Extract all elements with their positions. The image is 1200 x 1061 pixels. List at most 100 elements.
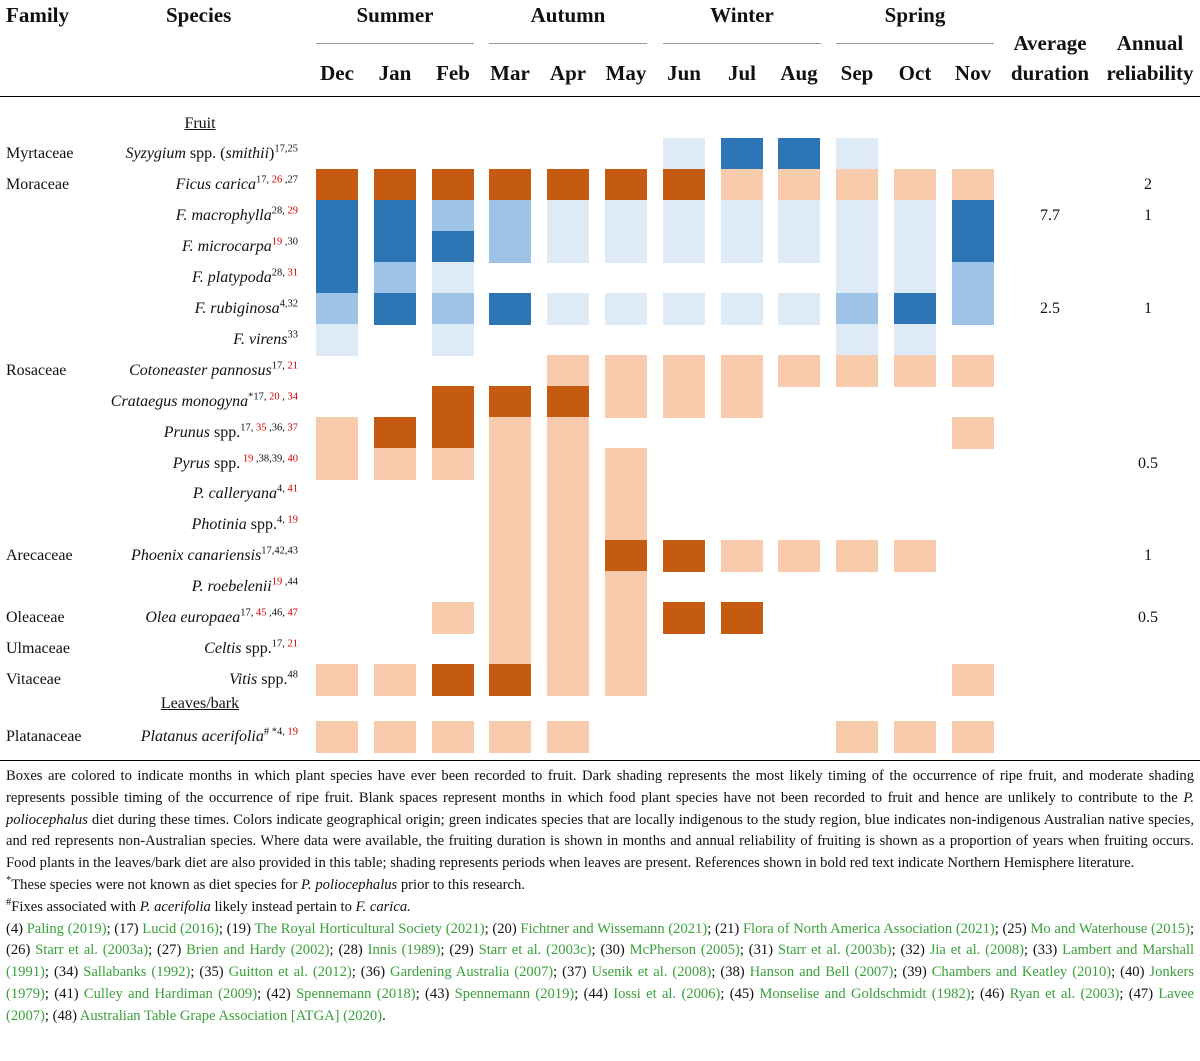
- reference-link[interactable]: Ryan et al. (2003): [1009, 985, 1120, 1002]
- fruit-cell-dec: [316, 721, 358, 753]
- species-reference: 47: [284, 607, 299, 619]
- reference-link[interactable]: Monselise and Goldschmidt (1982): [759, 985, 971, 1002]
- reference-separator: .: [382, 1007, 386, 1024]
- reference-link[interactable]: Starr et al. (2003c): [478, 942, 592, 959]
- reference-link[interactable]: Jia et al. (2008): [929, 942, 1025, 959]
- fruit-cell-oct: [894, 261, 936, 294]
- reference-separator: ;: [1111, 964, 1121, 981]
- fruit-cell-dec: [316, 416, 358, 449]
- fruit-cell-mar: [489, 447, 531, 480]
- reference-separator: ;: [739, 942, 749, 959]
- species-reference: 19: [271, 576, 283, 588]
- species-label: Prunus spp.17, 35 ,36, 37: [0, 422, 298, 442]
- species-label: F. virens33: [0, 330, 298, 349]
- fruit-cell-feb: [432, 721, 474, 753]
- fruit-cell-jun: [663, 540, 705, 573]
- reference-link[interactable]: Chambers and Keatley (2010): [931, 964, 1112, 981]
- reference-number: (20): [492, 920, 521, 937]
- species-reference: ,: [279, 391, 285, 403]
- reference-link[interactable]: Starr et al. (2003a): [35, 942, 149, 959]
- fruit-cell-jan: [374, 416, 416, 449]
- fruit-cell-jun: [663, 602, 705, 635]
- species-reference: 21: [284, 638, 299, 650]
- reference-link[interactable]: Iossi et al. (2006): [613, 985, 721, 1002]
- reference-link[interactable]: The Royal Horticultural Society (2021): [254, 920, 485, 937]
- fruit-cell-oct: [894, 230, 936, 263]
- reference-number: (29): [449, 942, 479, 959]
- reference-link[interactable]: Spennemann (2018): [296, 985, 416, 1002]
- fruit-cell-aug: [778, 230, 820, 263]
- fruit-cell-may: [605, 664, 647, 697]
- reference-number: (30): [600, 942, 630, 959]
- fruit-cell-dec: [316, 199, 358, 232]
- fruit-cell-feb: [432, 664, 474, 697]
- reference-link[interactable]: Usenik et al. (2008): [591, 964, 712, 981]
- fruit-cell-oct: [894, 323, 936, 356]
- reference-link[interactable]: Hanson and Bell (2007): [749, 964, 894, 981]
- fruit-cell-mar: [489, 721, 531, 753]
- reference-separator: ;: [553, 964, 563, 981]
- fruit-cell-jul: [721, 292, 763, 325]
- fruit-cell-aug: [778, 540, 820, 573]
- species-reference: 17,: [240, 607, 254, 619]
- reference-link[interactable]: Mo and Waterhouse (2015): [1030, 920, 1190, 937]
- reference-link[interactable]: Sallabanks (1992): [83, 964, 191, 981]
- fruit-cell-oct: [894, 292, 936, 325]
- species-reference: 4,: [277, 515, 285, 527]
- reference-link[interactable]: Spennemann (2019): [454, 985, 575, 1002]
- month-header-jun: Jun: [667, 61, 701, 85]
- fruit-cell-sep: [836, 138, 878, 170]
- reference-link[interactable]: Culley and Hardiman (2009): [83, 985, 258, 1002]
- species-reference: 17,: [256, 174, 270, 186]
- fruit-cell-apr: [547, 385, 589, 418]
- reference-link[interactable]: Lavee (2007): [6, 985, 1195, 1024]
- fruit-cell-jun: [663, 199, 705, 232]
- species-reference: 4,32: [279, 298, 298, 310]
- reference-link[interactable]: Gardening Australia (2007): [390, 964, 554, 981]
- reference-link[interactable]: Australian Table Grape Association [ATGA…: [79, 1007, 383, 1024]
- species-label: Pyrus spp. 19 ,38,39, 40: [0, 453, 298, 473]
- season-rule-spring: [836, 43, 994, 44]
- annual-reliability-value: 1: [1144, 299, 1152, 317]
- fruit-cell-apr: [547, 354, 589, 387]
- reference-number: (39): [902, 964, 932, 981]
- species-label: F. platypoda28, 31: [0, 268, 298, 287]
- reference-link[interactable]: Guitton et al. (2012): [228, 964, 352, 981]
- species-suffix: spp.: [241, 640, 272, 658]
- fruit-cell-sep: [836, 540, 878, 573]
- reference-link[interactable]: Brien and Hardy (2002): [186, 942, 330, 959]
- fruit-cell-apr: [547, 721, 589, 753]
- reference-separator: ;: [351, 964, 361, 981]
- reference-number: (42): [266, 985, 297, 1002]
- season-autumn: Autumn: [530, 3, 606, 27]
- reference-number: (44): [583, 985, 614, 1002]
- reference-number: (43): [425, 985, 455, 1002]
- reference-link[interactable]: Lambert and Marshall (1991): [6, 942, 1195, 981]
- reference-separator: ;: [893, 964, 903, 981]
- reference-link[interactable]: Starr et al. (2003b): [777, 942, 892, 959]
- reference-number: (35): [199, 964, 229, 981]
- reference-number: (28): [338, 942, 368, 959]
- fruit-cell-feb: [432, 447, 474, 480]
- reference-link[interactable]: Paling (2019): [26, 920, 107, 937]
- reference-number: (27): [157, 942, 187, 959]
- reference-separator: ;: [707, 920, 715, 937]
- reference-separator: ;: [44, 1007, 53, 1024]
- reference-link[interactable]: Flora of North America Association (2021…: [742, 920, 995, 937]
- reference-link[interactable]: Innis (1989): [367, 942, 441, 959]
- fruit-cell-nov: [952, 230, 994, 263]
- month-header-may: May: [605, 61, 647, 85]
- fruit-cell-aug: [778, 354, 820, 387]
- fruit-cell-apr: [547, 664, 589, 697]
- month-header-apr: Apr: [549, 61, 587, 85]
- reference-link[interactable]: McPherson (2005): [629, 942, 740, 959]
- fruit-cell-mar: [489, 385, 531, 418]
- fruit-cell-may: [605, 602, 647, 635]
- species-reference: 17,: [240, 422, 254, 434]
- reference-link[interactable]: Fichtner and Wissemann (2021): [520, 920, 708, 937]
- fruit-cell-jun: [663, 230, 705, 263]
- reference-link[interactable]: Jonkers (1979): [6, 964, 1194, 1002]
- species-name: Cotoneaster pannosus: [129, 361, 272, 379]
- fruit-cell-mar: [489, 230, 531, 263]
- reference-link[interactable]: Lucid (2016): [142, 920, 219, 937]
